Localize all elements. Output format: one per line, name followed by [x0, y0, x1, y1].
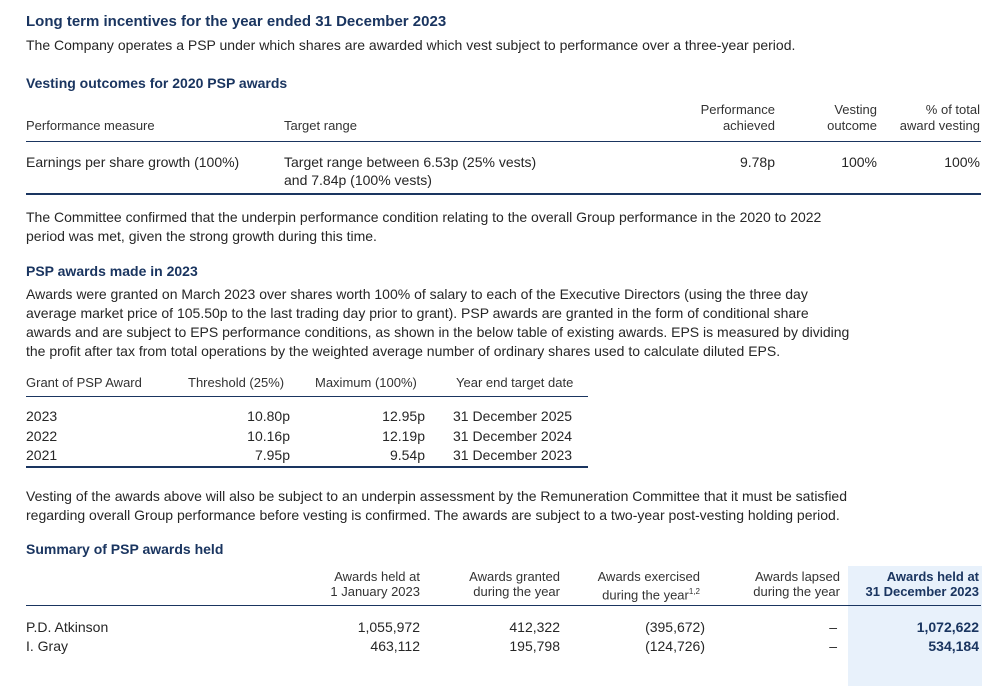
psp-row-grant: 2022 [26, 428, 58, 444]
summary-header-exercised-2: during the year1,2 [570, 584, 700, 602]
vesting-header-pct-2: award vesting [899, 118, 980, 133]
summary-header-exercised-1: Awards exercised [597, 569, 700, 584]
vesting-note-1: The Committee confirmed that the underpi… [26, 209, 822, 225]
vesting-header-outcome-2: outcome [827, 118, 877, 133]
vesting-header-measure: Performance measure [26, 118, 155, 133]
summary-row-name: P.D. Atkinson [26, 619, 109, 635]
psp-note-1: Vesting of the awards above will also be… [26, 488, 847, 504]
summary-title: Summary of PSP awards held [26, 541, 224, 557]
summary-header-lapsed-1: Awards lapsed [754, 569, 840, 584]
psp-row-maximum: 12.19p [382, 428, 425, 444]
vesting-row-range-2: and 7.84p (100% vests) [284, 172, 432, 188]
psp-row-maximum: 12.95p [382, 408, 425, 424]
psp-note-2: regarding overall Group performance befo… [26, 507, 840, 523]
vesting-header-pct-1: % of total [925, 102, 980, 117]
vesting-header-achieved-1: Performance [700, 102, 775, 117]
summary-header-exercised-2-text: during the year [602, 587, 689, 603]
summary-header-granted-1: Awards granted [469, 569, 560, 584]
psp-row-maximum: 9.54p [389, 447, 425, 463]
summary-header-held-1: Awards held at [334, 569, 420, 584]
psp-header-grant: Grant of PSP Award [26, 375, 142, 390]
vesting-note-2: period was met, given the strong growth … [26, 228, 377, 244]
summary-header-end-2: 31 December 2023 [865, 584, 979, 599]
psp-row-threshold: 10.80p [247, 408, 290, 424]
summary-header-rule [26, 605, 981, 606]
psp-row-target: 31 December 2025 [453, 408, 573, 424]
summary-row-exercised: (395,672) [645, 619, 705, 635]
psp-row-target: 31 December 2024 [453, 428, 573, 444]
psp-header-rule [26, 396, 588, 397]
psp2023-para-line-3: awards and are subject to EPS performanc… [26, 324, 850, 340]
vesting-header-achieved-2: achieved [722, 118, 775, 133]
psp-row-grant: 2021 [26, 447, 58, 463]
vesting-row-range-1: Target range between 6.53p (25% vests) [284, 154, 537, 170]
vesting-header-rule [26, 141, 981, 142]
lti-intro: The Company operates a PSP under which s… [26, 37, 796, 53]
summary-row-end: 534,184 [928, 638, 979, 654]
summary-header-lapsed-2: during the year [753, 584, 840, 599]
vesting-row-measure: Earnings per share growth (100%) [26, 154, 240, 170]
psp-row-target: 31 December 2023 [453, 447, 573, 463]
summary-header-exercised-footnote: 1,2 [688, 587, 700, 596]
psp-header-target: Year end target date [456, 375, 574, 390]
summary-header-held-2: 1 January 2023 [330, 584, 420, 599]
summary-row-lapsed: – [829, 619, 837, 635]
lti-title: Long term incentives for the year ended … [26, 13, 447, 30]
summary-row-granted: 412,322 [509, 619, 560, 635]
summary-highlight-column [848, 566, 982, 686]
psp-header-maximum: Maximum (100%) [315, 375, 417, 390]
summary-row-lapsed: – [829, 638, 837, 654]
vesting-row-achieved: 9.78p [739, 154, 775, 170]
vesting-row-outcome: 100% [841, 154, 877, 170]
vesting-header-range: Target range [284, 118, 357, 133]
summary-row-held: 1,055,972 [357, 619, 420, 635]
psp2023-title: PSP awards made in 2023 [26, 263, 198, 279]
psp-row-threshold: 7.95p [254, 447, 290, 463]
vesting-bottom-rule [26, 193, 981, 195]
psp-row-threshold: 10.16p [247, 428, 290, 444]
psp2023-para-line-2: average market price of 105.50p to the l… [26, 305, 809, 321]
psp-header-threshold: Threshold (25%) [188, 375, 285, 390]
summary-row-held: 463,112 [370, 638, 420, 654]
psp2023-para-line-4: the profit after tax from total operatio… [26, 343, 781, 359]
psp-row-grant: 2023 [26, 408, 58, 424]
vesting-title: Vesting outcomes for 2020 PSP awards [26, 75, 288, 91]
psp-bottom-rule [26, 466, 588, 468]
summary-row-end: 1,072,622 [916, 619, 979, 635]
summary-row-exercised: (124,726) [645, 638, 705, 654]
summary-header-end-1: Awards held at [886, 569, 979, 584]
vesting-header-outcome-1: Vesting [834, 102, 877, 117]
vesting-row-pct: 100% [944, 154, 980, 170]
psp2023-para-line-1: Awards were granted on March 2023 over s… [26, 286, 808, 302]
summary-row-name: I. Gray [26, 638, 69, 654]
summary-row-granted: 195,798 [509, 638, 560, 654]
summary-header-granted-2: during the year [473, 584, 560, 599]
